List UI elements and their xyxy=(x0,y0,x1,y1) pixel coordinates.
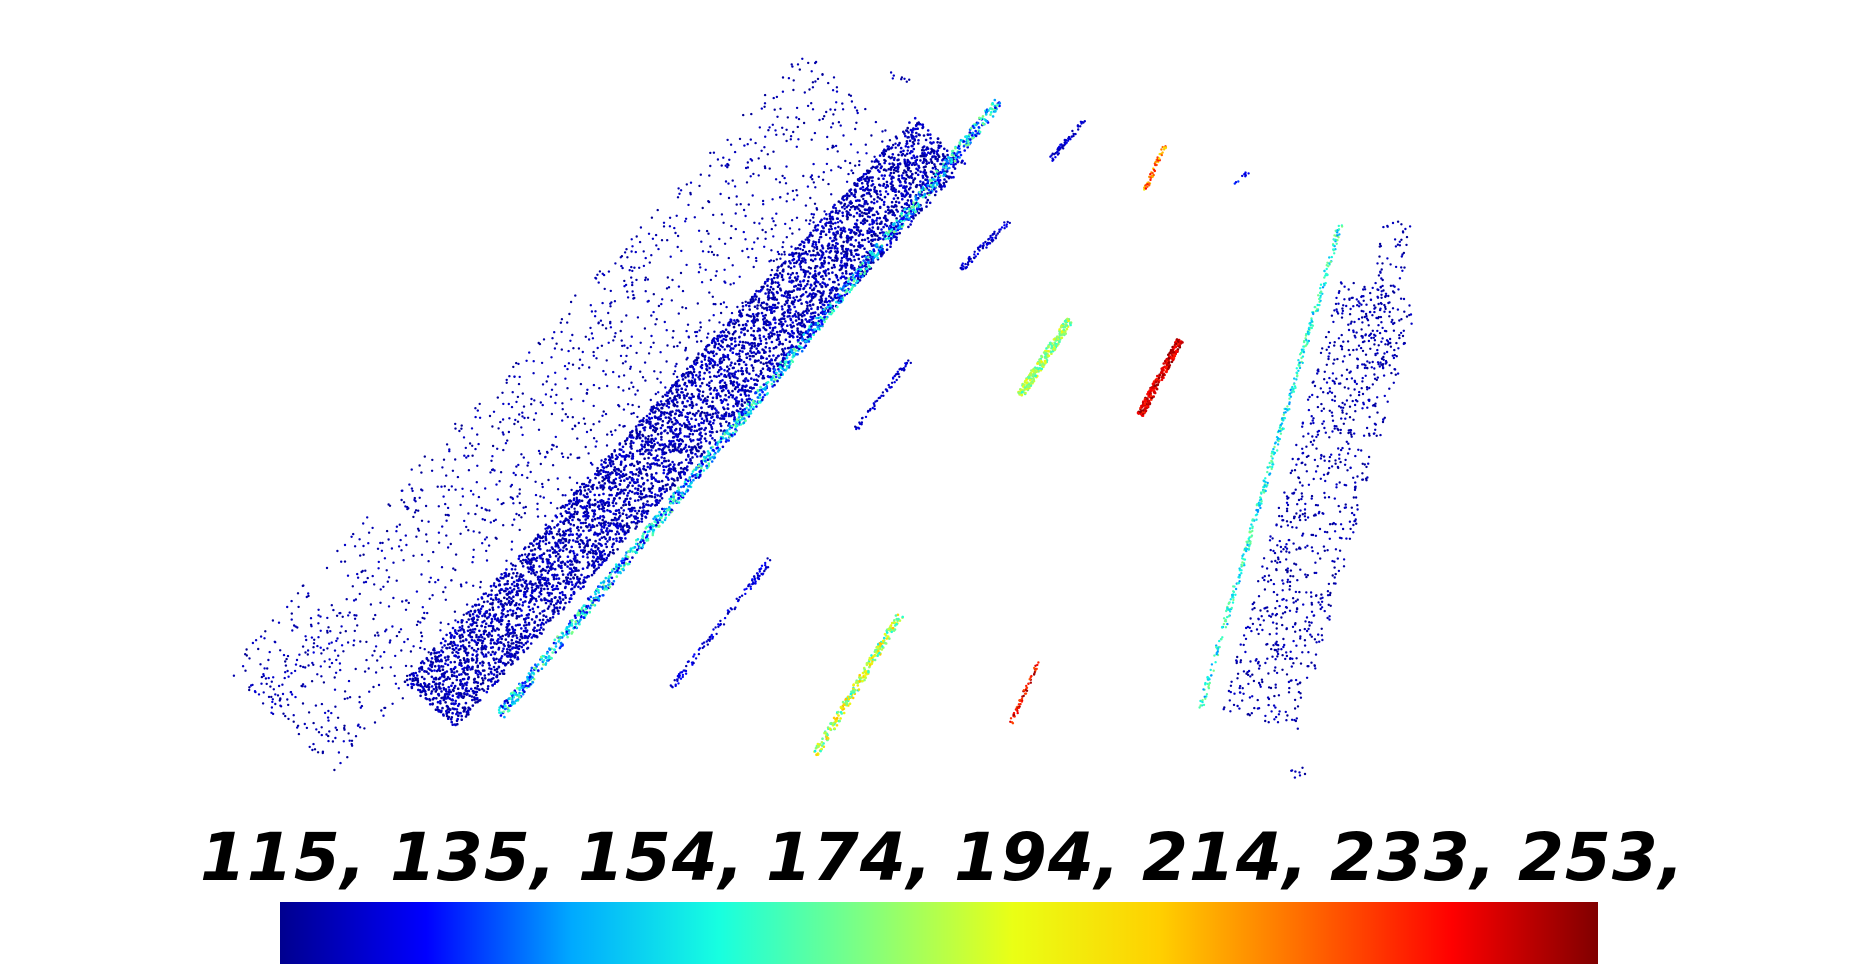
colorbar-tick-label: 115, xyxy=(200,819,367,896)
colorbar-tick-labels: 115, 135, 154, 174, 194, 214, 233, 253, xyxy=(200,818,1684,898)
point-cloud-viewport[interactable] xyxy=(0,0,1856,800)
colorbar-tick-label: 253, xyxy=(1518,819,1685,896)
point-cloud-points xyxy=(232,57,1413,779)
colorbar-gradient xyxy=(280,902,1598,964)
colorbar-tick-label: 135, xyxy=(390,819,557,896)
colorbar-tick-label: 233, xyxy=(1330,819,1497,896)
colorbar-tick-label: 174, xyxy=(766,819,933,896)
colorbar-tick-label: 214, xyxy=(1142,819,1309,896)
colorbar-tick-label: 154, xyxy=(578,819,745,896)
colorbar-tick-label: 194, xyxy=(954,819,1121,896)
